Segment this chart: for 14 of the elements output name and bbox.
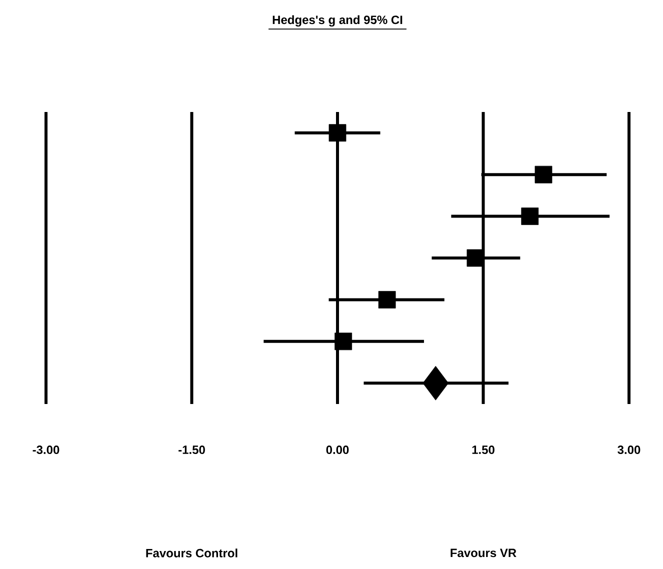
point bbox=[378, 291, 396, 308]
text: Favours VR bbox=[450, 548, 516, 558]
point bbox=[521, 208, 539, 225]
point bbox=[422, 366, 449, 400]
point bbox=[334, 332, 352, 350]
x-tick-label: -1.50 bbox=[178, 446, 205, 454]
point bbox=[534, 166, 552, 184]
x-tick-label: 3.00 bbox=[618, 446, 640, 454]
point bbox=[328, 124, 346, 142]
text: Favours Control bbox=[146, 548, 238, 558]
x-tick-label: -3.00 bbox=[32, 446, 60, 454]
x-tick-label: 1.50 bbox=[472, 446, 494, 454]
chart-title: Hedges's g and 95% CI bbox=[272, 15, 402, 27]
x-tick-label: 0.00 bbox=[326, 446, 349, 454]
